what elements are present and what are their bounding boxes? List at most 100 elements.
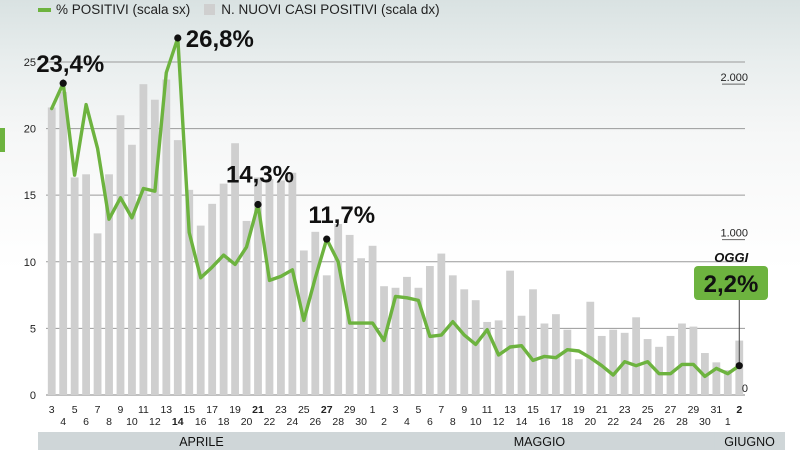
- annotation-label: 23,4%: [36, 51, 104, 78]
- x-tick-label: 8: [450, 416, 456, 428]
- bar-14: [517, 315, 526, 395]
- point-marker: [254, 200, 262, 209]
- x-tick-label: 20: [241, 416, 253, 428]
- bar-7: [437, 253, 446, 395]
- x-tick-label: 18: [218, 416, 230, 428]
- x-tick-label: 21: [596, 404, 608, 416]
- bar-22: [265, 178, 274, 395]
- chart-legend: % POSITIVI (scala sx) N. NUOVI CASI POSI…: [38, 2, 440, 17]
- right-axis: 0 1.000 2.000: [720, 72, 748, 395]
- bar-series: [47, 79, 744, 396]
- right-tick-label: 1.000: [720, 228, 748, 240]
- bar-13: [162, 79, 171, 396]
- x-tick-label: 11: [482, 404, 493, 416]
- line-annotations: 23,4% 26,8% 14,3% 11,7%: [36, 26, 375, 243]
- x-tick-label: 23: [619, 404, 631, 416]
- left-accent-bar: [0, 128, 5, 152]
- x-tick-label: 17: [206, 404, 218, 416]
- bar-20: [242, 220, 251, 395]
- left-axis: 0 5 10 15 20 25: [24, 57, 36, 402]
- bar-31: [712, 362, 721, 395]
- bar-13: [506, 270, 514, 395]
- left-tick-label: 10: [24, 257, 36, 269]
- bar-26: [655, 346, 663, 395]
- x-tick-label: 26: [653, 416, 665, 428]
- bar-23: [277, 180, 285, 395]
- bar-16: [196, 225, 205, 395]
- x-tick-label: 28: [676, 416, 688, 428]
- month-bands: APRILE MAGGIO GIUGNO: [38, 432, 785, 450]
- x-tick-label: 29: [688, 404, 700, 416]
- x-tick-label: 31: [711, 404, 723, 416]
- x-tick-label: 6: [427, 416, 433, 428]
- left-tick-label: 15: [24, 190, 36, 202]
- x-tick-label: 21: [252, 404, 264, 416]
- bar-24: [632, 317, 641, 395]
- x-tick-label: 26: [309, 416, 321, 428]
- bar-10: [471, 300, 480, 395]
- x-tick-label: 30: [699, 416, 711, 428]
- bar-30: [357, 258, 366, 395]
- x-tick-label: 27: [665, 404, 677, 416]
- x-tick-label: 3: [393, 404, 399, 416]
- x-tick-label: 8: [106, 416, 112, 428]
- legend-bar-swatch: [204, 4, 216, 15]
- x-tick-label: 17: [550, 404, 562, 416]
- bar-19: [231, 143, 239, 395]
- month-label: MAGGIO: [514, 435, 566, 449]
- today-badge: [694, 266, 768, 300]
- annotation-label: 26,8%: [186, 26, 254, 53]
- bar-27: [666, 335, 675, 395]
- x-tick-label: 16: [539, 416, 551, 428]
- bar-25: [299, 250, 308, 395]
- bar-8: [105, 174, 113, 395]
- point-marker: [323, 235, 331, 243]
- bar-17: [208, 203, 217, 395]
- x-tick-label: 7: [95, 404, 101, 416]
- x-tick-label: 5: [415, 404, 421, 416]
- bar-25: [643, 339, 652, 395]
- x-tick-label: 19: [573, 404, 585, 416]
- bar-7: [93, 233, 102, 395]
- right-tick-label: 0: [742, 383, 748, 395]
- left-tick-label: 0: [30, 390, 36, 402]
- bar-12: [494, 320, 503, 395]
- point-marker: [59, 79, 67, 87]
- bar-14: [173, 140, 182, 395]
- bar-26: [311, 231, 320, 395]
- x-tick-label: 18: [562, 416, 574, 428]
- bar-8: [448, 275, 457, 395]
- annotation-label: 11,7%: [308, 202, 375, 229]
- bar-5: [70, 177, 79, 395]
- x-tick-label: 5: [72, 404, 78, 416]
- x-axis-labels: 3456789101112131415161718192021222324252…: [49, 404, 743, 428]
- bar-18: [219, 183, 228, 395]
- x-tick-label: 6: [83, 416, 89, 428]
- x-tick-label: 2: [736, 404, 742, 416]
- x-tick-label: 20: [584, 416, 596, 428]
- x-tick-label: 13: [504, 404, 516, 416]
- x-tick-label: 7: [438, 404, 444, 416]
- x-tick-label: 1: [370, 404, 376, 416]
- x-tick-label: 1: [725, 416, 731, 428]
- bar-27: [322, 275, 331, 395]
- left-tick-label: 25: [24, 57, 36, 69]
- x-tick-label: 28: [332, 416, 344, 428]
- x-tick-label: 23: [275, 404, 287, 416]
- bar-15: [529, 289, 537, 395]
- point-marker: [174, 34, 182, 42]
- bar-11: [483, 321, 492, 395]
- today-label: OGGI: [714, 250, 748, 265]
- bar-6: [82, 174, 91, 395]
- x-tick-label: 15: [183, 404, 195, 416]
- bar-3: [47, 107, 56, 396]
- x-tick-label: 14: [172, 416, 184, 428]
- annotation-label: 14,3%: [226, 162, 294, 189]
- bar-28: [678, 323, 686, 395]
- month-band-maggio: [358, 432, 721, 450]
- bar-4: [59, 91, 68, 395]
- bar-1: [368, 245, 377, 395]
- today-marker: OGGI 2,2%: [694, 250, 768, 370]
- legend-line-swatch: [38, 7, 51, 12]
